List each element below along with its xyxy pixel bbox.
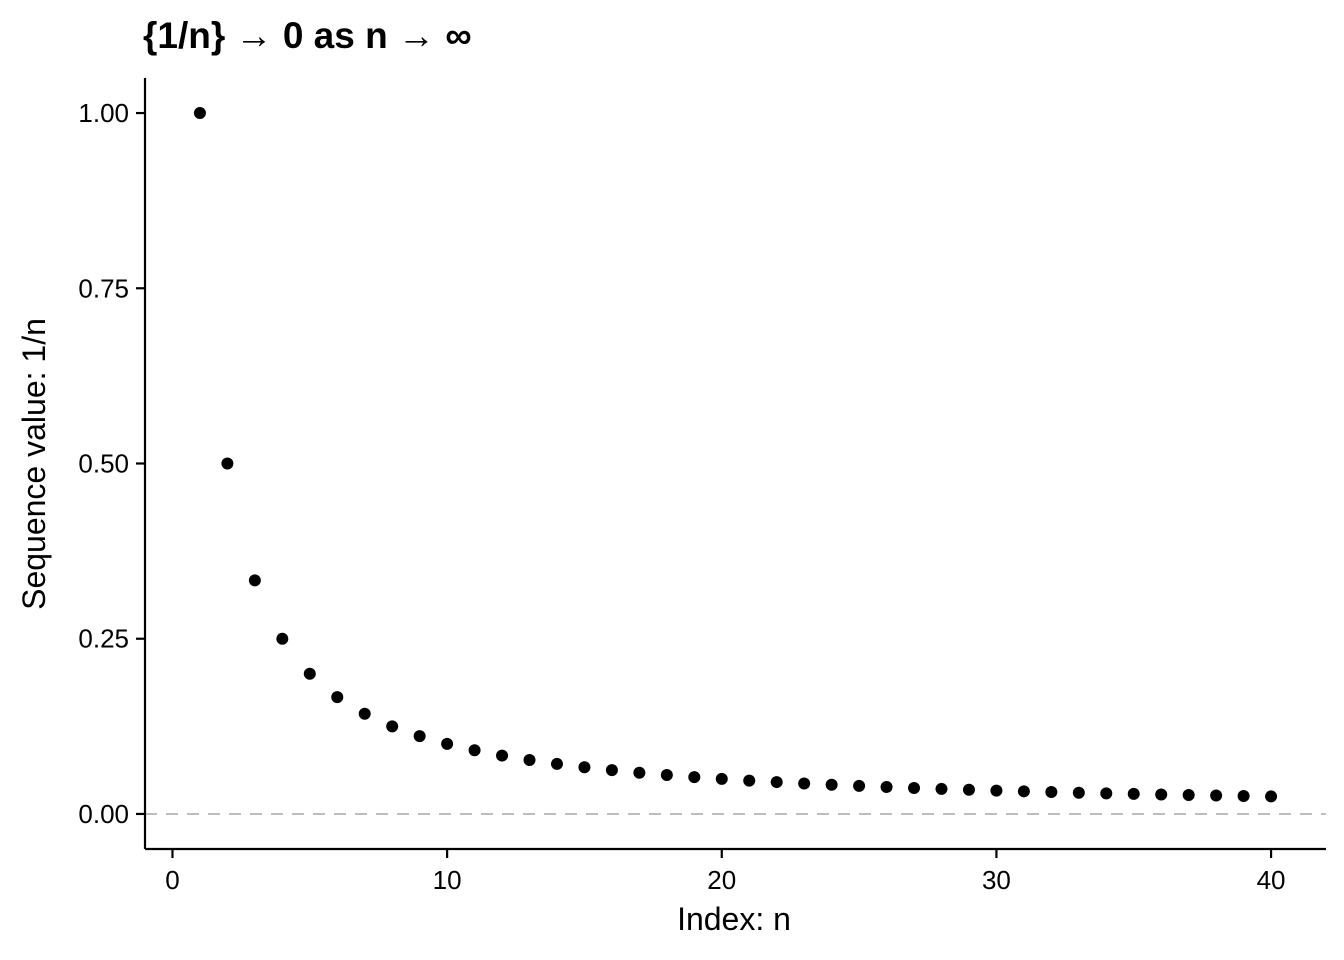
data-point — [798, 777, 811, 790]
data-point — [468, 744, 481, 757]
data-point — [1237, 790, 1250, 803]
data-point — [413, 730, 426, 743]
data-point — [1265, 790, 1278, 803]
y-tick-label: 0.00 — [78, 799, 129, 829]
x-tick-label: 30 — [982, 865, 1011, 895]
data-point — [1072, 786, 1085, 799]
data-point — [908, 782, 921, 795]
data-point — [193, 107, 206, 120]
data-point — [880, 780, 893, 793]
data-point — [962, 783, 975, 796]
data-point — [743, 774, 756, 787]
y-axis-ticks: 0.00 0.25 0.50 0.75 1.00 — [78, 98, 145, 829]
data-point — [605, 764, 618, 777]
data-point — [578, 761, 591, 774]
x-tick-label: 20 — [707, 865, 736, 895]
x-tick-label: 40 — [1257, 865, 1286, 895]
data-points — [193, 107, 1278, 803]
y-tick-label: 1.00 — [78, 98, 129, 128]
data-point — [1127, 787, 1140, 800]
y-axis-title: Sequence value: 1/n — [16, 318, 52, 610]
y-tick-label: 0.25 — [78, 624, 129, 654]
x-tick-label: 0 — [165, 865, 179, 895]
data-point — [1210, 789, 1223, 802]
data-point — [1045, 786, 1058, 799]
data-point — [1100, 787, 1113, 800]
data-point — [550, 757, 563, 770]
y-tick-label: 0.75 — [78, 273, 129, 303]
data-point — [1182, 789, 1195, 802]
data-point — [1017, 785, 1030, 798]
data-point — [221, 457, 234, 470]
data-point — [248, 574, 261, 587]
data-point — [1155, 788, 1168, 801]
chart-title: {1/n} → 0 as n → ∞ — [143, 15, 472, 56]
data-point — [770, 776, 783, 789]
data-point — [331, 691, 344, 704]
plot-area: 0 10 20 30 40 0.00 0.25 0.50 0.75 1.00 — [78, 78, 1326, 895]
x-axis-title: Index: n — [677, 901, 791, 937]
x-axis-ticks: 0 10 20 30 40 — [165, 849, 1286, 895]
data-point — [276, 632, 289, 645]
data-point — [853, 779, 866, 792]
data-point — [935, 782, 948, 795]
data-point — [715, 772, 728, 785]
data-point — [523, 754, 536, 767]
data-point — [303, 667, 316, 680]
data-point — [441, 737, 454, 750]
data-point — [660, 768, 673, 781]
data-point — [386, 720, 399, 733]
data-point — [990, 784, 1003, 797]
y-tick-label: 0.50 — [78, 449, 129, 479]
data-point — [358, 707, 371, 720]
data-point — [633, 766, 646, 779]
data-point — [688, 771, 701, 784]
data-point — [496, 749, 509, 762]
x-tick-label: 10 — [433, 865, 462, 895]
data-point — [825, 778, 838, 791]
